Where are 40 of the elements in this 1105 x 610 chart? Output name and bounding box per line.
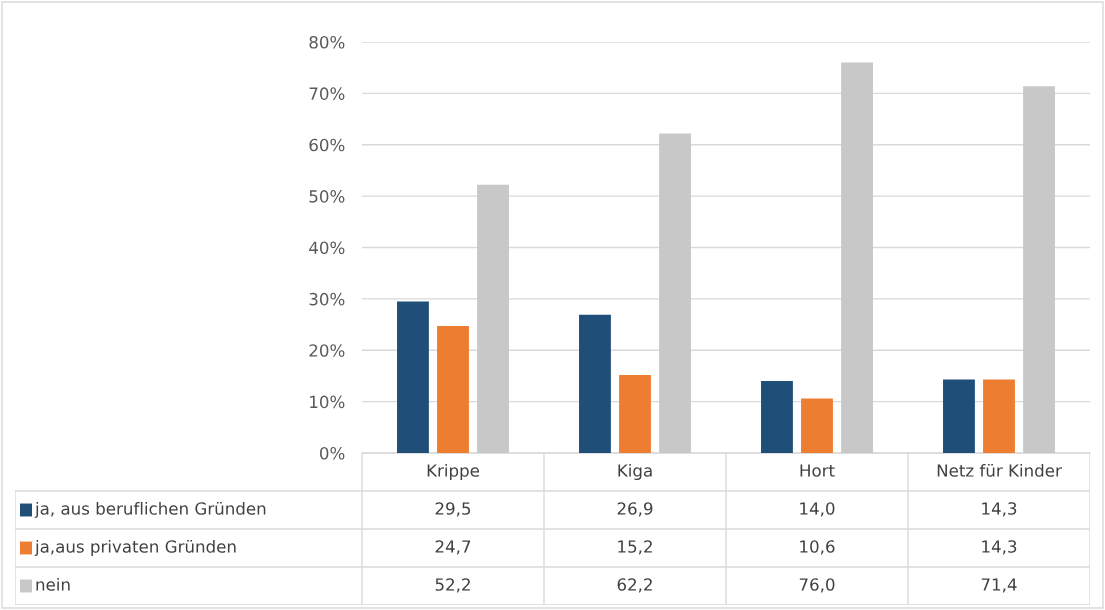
data-label: 29,5 [435,502,471,517]
y-tick-label: 40% [309,241,345,255]
y-tick-label: 30% [309,292,345,306]
bar [659,133,691,453]
x-tick-label: Kiga [618,463,652,481]
data-label: 62,2 [617,578,652,593]
legend-label: ja,aus privaten Gründen [34,539,236,557]
y-tick-label: 60% [309,138,345,152]
bar [437,326,469,453]
y-tick-label: 50% [309,190,345,203]
bar [579,314,611,453]
data-label: 10,6 [800,540,835,555]
data-label: 15,2 [618,540,652,555]
x-tick-label: Netz für Kinder [937,463,1062,477]
bar [983,379,1015,453]
bar [1023,86,1055,453]
y-tick-label: 70% [309,87,345,100]
y-tick-label: 80% [309,35,345,49]
bar [801,398,833,453]
data-label: 14,3 [982,502,1017,517]
bar [943,379,975,453]
y-tick-label: 0% [319,446,345,460]
x-tick-label: Krippe [427,463,480,481]
bar [397,301,429,453]
data-label: 71,4 [981,578,1017,593]
data-label: 14,3 [982,540,1017,555]
data-label: 24,7 [435,540,471,555]
data-label: 52,2 [435,578,470,593]
data-label: 26,9 [617,502,653,517]
legend-label: nein [36,577,70,591]
y-tick-label: 20% [309,344,345,357]
bar [477,184,509,453]
legend-label: ja, aus beruflichen Gründen [34,501,266,519]
y-tick-label: 10% [310,395,345,409]
bar [761,381,793,453]
bar [619,374,651,453]
data-label: 14,0 [800,502,835,517]
x-tick-label: Hort [800,464,835,477]
bar [841,62,873,453]
data-label: 76,0 [799,578,835,593]
